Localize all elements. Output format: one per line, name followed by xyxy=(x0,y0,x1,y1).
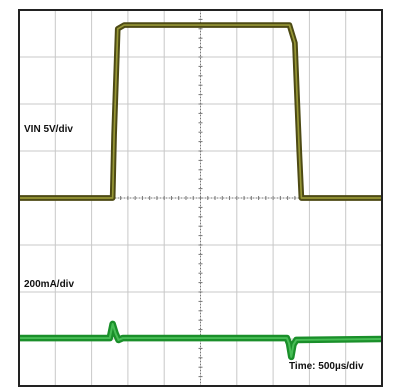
channel-2-label: 200mA/div xyxy=(24,279,74,290)
graticule xyxy=(18,9,383,387)
trace-1-highlight xyxy=(19,24,382,199)
waveform-traces xyxy=(19,22,383,361)
plot-frame xyxy=(18,9,383,387)
timebase-label: Time: 500µs/div xyxy=(289,361,364,372)
channel-1-label: VIN 5V/div xyxy=(24,124,73,135)
trace-2-highlight xyxy=(19,322,383,358)
